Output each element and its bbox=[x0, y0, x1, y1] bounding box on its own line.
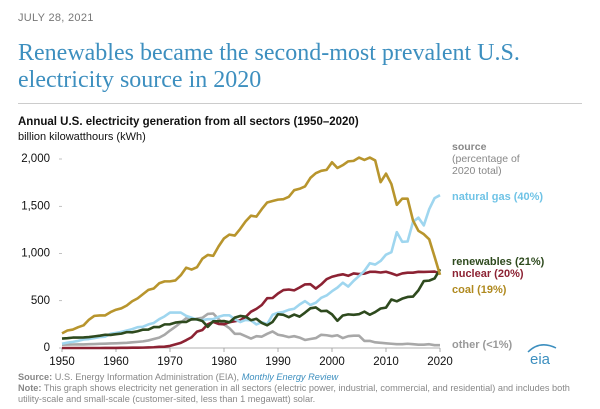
line-series bbox=[61, 268, 442, 340]
legend-note: 2020 total) bbox=[452, 165, 502, 177]
headline: Renewables became the second-most preval… bbox=[18, 40, 520, 94]
x-tick-label: 2020 bbox=[427, 356, 453, 368]
chart: Annual U.S. electricity generation from … bbox=[18, 116, 557, 368]
footnotes: Source: U.S. Energy Information Administ… bbox=[18, 372, 588, 405]
source-link[interactable]: Monthly Energy Review bbox=[241, 372, 339, 382]
x-tick-label: 1960 bbox=[103, 356, 129, 368]
chart-title: Annual U.S. electricity generation from … bbox=[18, 116, 359, 128]
x-tick-label: 1950 bbox=[49, 356, 75, 368]
note-text: This graph shows electricity net generat… bbox=[18, 383, 570, 404]
legend-note: (percentage of bbox=[452, 153, 520, 165]
note-label: Note: bbox=[18, 383, 42, 393]
separator bbox=[18, 103, 582, 104]
line-series bbox=[62, 270, 441, 350]
y-axis-label: billion kilowatthours (kWh) bbox=[18, 131, 146, 143]
logo-text: eia bbox=[530, 351, 551, 368]
legend-label: nuclear (20%) bbox=[452, 268, 524, 280]
legend-title: source bbox=[452, 141, 487, 153]
legend-label: other (<1%) bbox=[452, 339, 513, 351]
y-tick-label: 500 bbox=[31, 295, 50, 307]
headline-line: electricity source in 2020 bbox=[18, 67, 262, 93]
note-line: Note: This graph shows electricity net g… bbox=[18, 383, 588, 405]
source-line: Source: U.S. Energy Information Administ… bbox=[18, 372, 588, 383]
legend-label: renewables (21%) bbox=[452, 256, 545, 268]
headline-line: Renewables became the second-most preval… bbox=[18, 40, 520, 66]
y-tick-label: 2,000 bbox=[21, 153, 50, 165]
x-tick-label: 2000 bbox=[319, 356, 345, 368]
line-series bbox=[61, 156, 442, 335]
source-label: Source: bbox=[18, 372, 53, 382]
x-tick-label: 1970 bbox=[157, 356, 183, 368]
x-tick-label: 1980 bbox=[211, 356, 237, 368]
y-tick-label: 0 bbox=[44, 342, 50, 354]
y-tick-label: 1,500 bbox=[21, 200, 50, 212]
source-text: U.S. Energy Information Administration (… bbox=[54, 372, 240, 382]
legend-label: natural gas (40%) bbox=[452, 191, 543, 203]
legend-label: coal (19%) bbox=[452, 284, 507, 296]
logo-arc bbox=[527, 344, 557, 353]
y-tick-label: 1,000 bbox=[21, 248, 50, 260]
x-tick-label: 2010 bbox=[373, 356, 399, 368]
logo: eia bbox=[527, 344, 557, 368]
x-tick-label: 1990 bbox=[265, 356, 291, 368]
date: JULY 28, 2021 bbox=[18, 12, 94, 24]
line-series bbox=[61, 312, 440, 347]
